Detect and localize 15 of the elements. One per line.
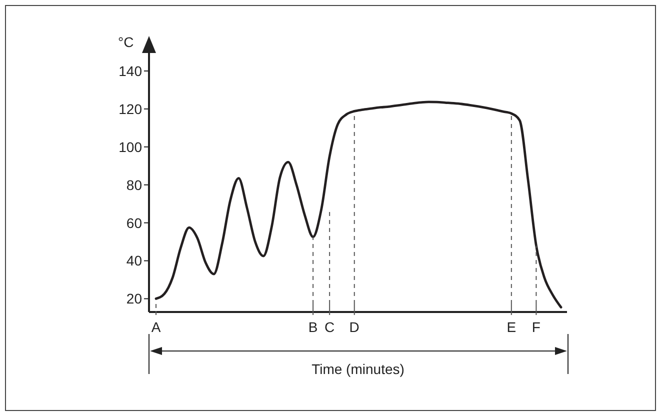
y-tick-label: 120 (118, 100, 142, 117)
y-tick-label: 60 (126, 214, 142, 231)
x-tick-label: F (532, 319, 540, 335)
y-axis-title: °C (118, 34, 134, 50)
x-tick-label: D (349, 319, 360, 335)
y-tick-label: 80 (126, 176, 142, 193)
y-tick-label: 140 (118, 62, 142, 79)
x-tick-label: C (324, 319, 335, 335)
x-tick-label: E (506, 319, 516, 335)
x-axis-title: Time (minutes) (310, 361, 406, 377)
y-tick-label: 40 (126, 252, 142, 269)
y-tick-label: 20 (126, 290, 142, 307)
y-tick-label: 100 (118, 138, 142, 155)
x-tick-label: A (151, 319, 162, 335)
x-tick-label: B (308, 319, 318, 335)
